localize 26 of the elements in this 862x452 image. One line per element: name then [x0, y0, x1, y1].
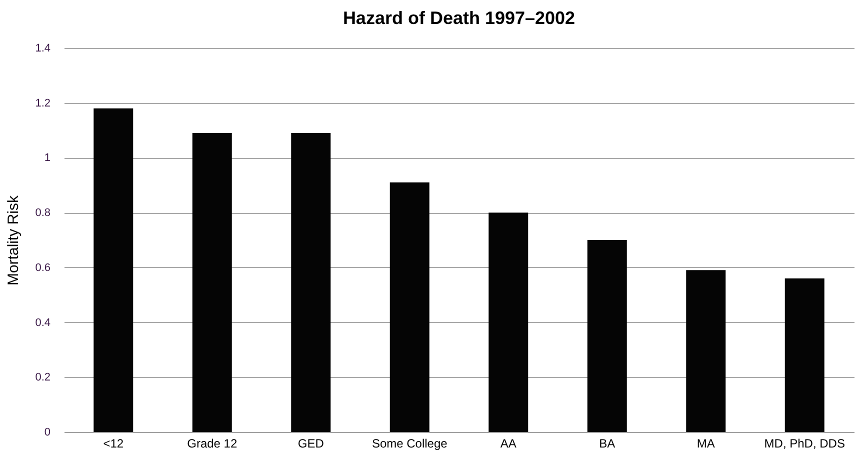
bar — [784, 278, 824, 432]
bar — [488, 212, 528, 432]
bar — [291, 133, 331, 432]
y-tick-label: 0.2 — [35, 372, 50, 384]
y-tick-label: 1.2 — [35, 97, 50, 110]
x-tick-label: MD, PhD, DDS — [764, 436, 845, 450]
y-tick-label: 0 — [44, 426, 50, 438]
x-tick-label: MA — [696, 436, 715, 450]
x-tick-label: BA — [599, 436, 616, 450]
bar — [587, 240, 627, 432]
x-tick-label: <12 — [103, 436, 124, 450]
y-tick-label: 0.4 — [35, 316, 50, 329]
bar — [94, 108, 134, 432]
y-tick-label: 0.8 — [35, 207, 50, 220]
y-tick-label: 0.6 — [35, 262, 50, 274]
y-axis-title: Mortality Risk — [5, 195, 22, 286]
bar — [390, 182, 430, 432]
bar — [192, 133, 232, 432]
bar — [686, 270, 726, 432]
x-tick-label: GED — [298, 436, 324, 450]
x-tick-label: Grade 12 — [187, 436, 238, 450]
chart-title: Hazard of Death 1997–2002 — [342, 8, 576, 28]
y-tick-label: 1.4 — [35, 42, 50, 54]
x-tick-label: AA — [500, 436, 516, 450]
x-tick-label: Some College — [372, 436, 448, 450]
y-tick-label: 1 — [44, 152, 50, 164]
